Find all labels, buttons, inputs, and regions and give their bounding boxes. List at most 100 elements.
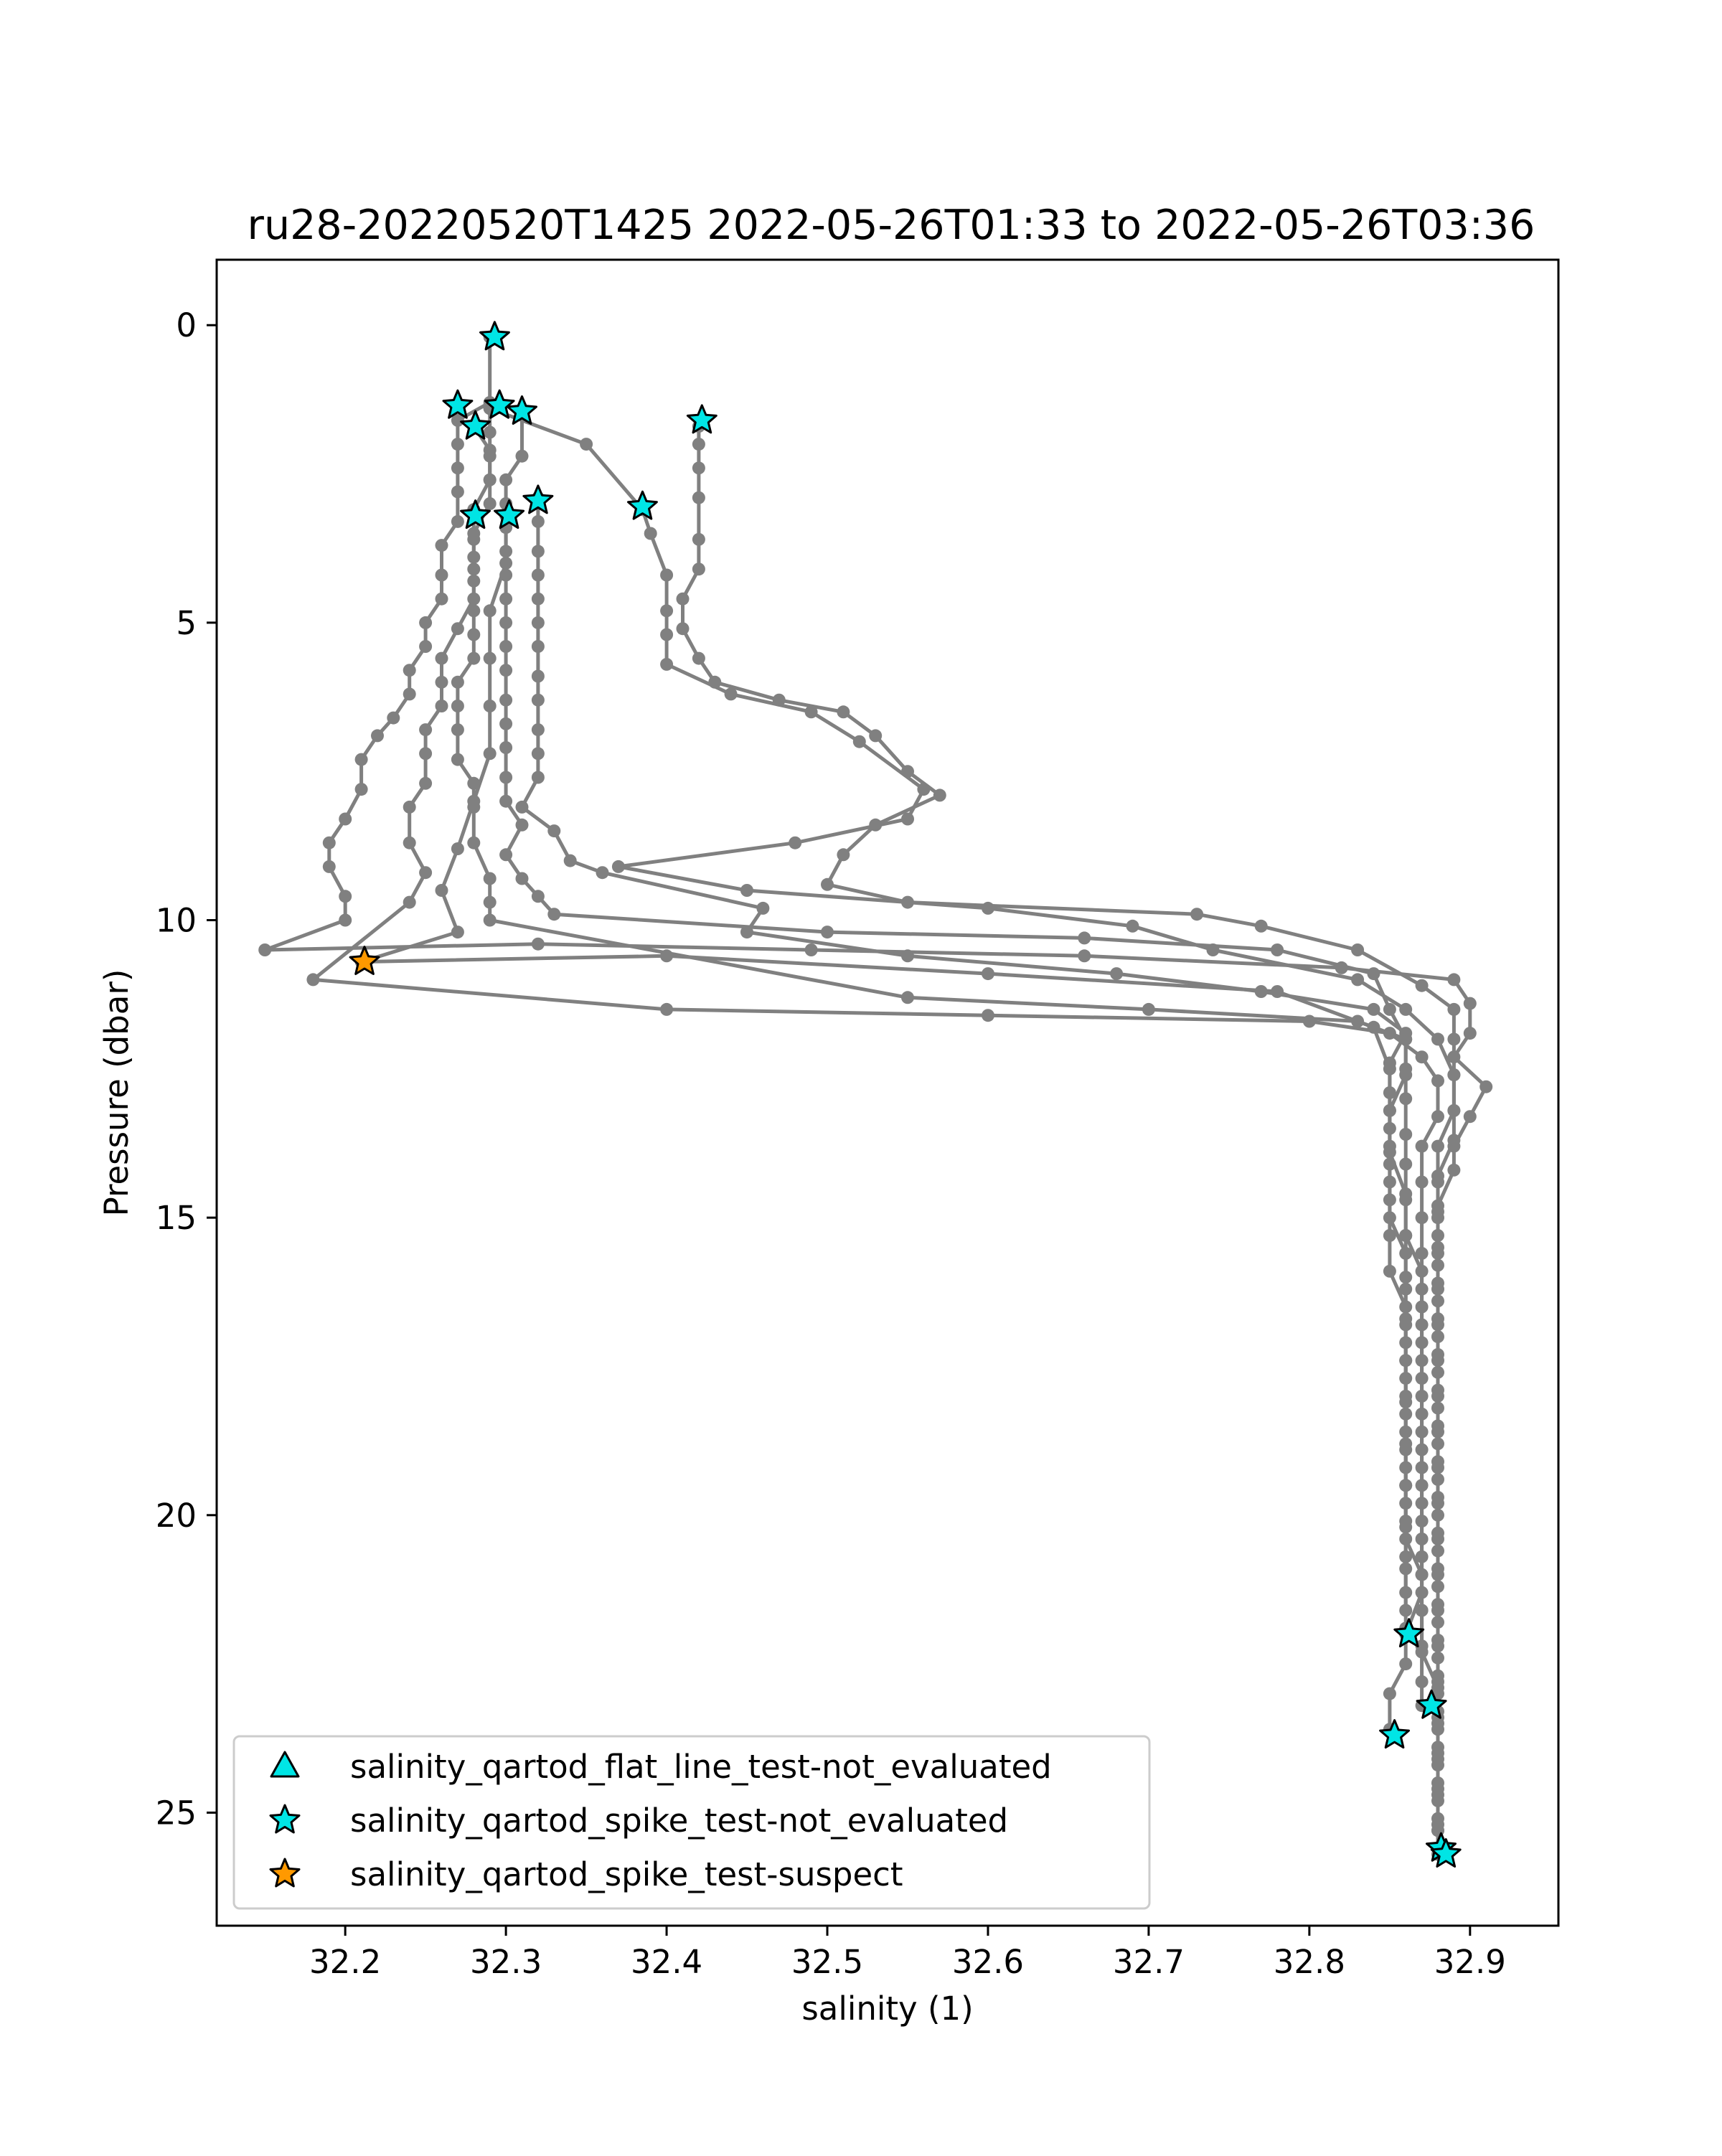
data-point <box>258 943 272 956</box>
data-point <box>1399 1604 1413 1617</box>
data-point <box>435 675 448 689</box>
data-point <box>483 473 497 486</box>
data-point <box>435 568 448 582</box>
data-point <box>1399 1312 1413 1326</box>
flag-star-marker <box>522 484 554 514</box>
data-point <box>451 723 464 737</box>
data-point <box>531 616 545 629</box>
x-tick-label: 32.6 <box>952 1943 1024 1981</box>
data-point <box>531 771 545 784</box>
legend-star-icon <box>269 1858 301 1888</box>
data-point <box>1399 1229 1413 1242</box>
flag-markers-spike-suspect <box>349 946 380 975</box>
data-point <box>1383 1229 1396 1242</box>
data-point <box>403 664 416 677</box>
data-point <box>499 848 513 862</box>
data-point <box>611 860 625 873</box>
data-point <box>483 425 497 439</box>
data-point <box>1415 1568 1429 1581</box>
data-point <box>1447 1032 1461 1046</box>
data-point <box>531 693 545 707</box>
data-point <box>821 926 834 939</box>
data-point <box>531 640 545 653</box>
data-point <box>1431 1425 1444 1439</box>
data-point <box>1431 1211 1444 1225</box>
data-point <box>1415 1639 1429 1653</box>
data-point <box>451 461 464 475</box>
y-tick-label: 15 <box>156 1199 197 1237</box>
data-point <box>660 604 674 618</box>
data-point <box>1383 1103 1396 1117</box>
data-point <box>499 556 513 570</box>
data-point <box>789 836 802 849</box>
data-point <box>982 967 994 981</box>
data-point <box>740 926 753 939</box>
data-point <box>1463 997 1477 1010</box>
data-point <box>1415 1372 1429 1385</box>
data-point <box>403 800 416 814</box>
data-point <box>676 592 690 606</box>
data-point <box>660 628 674 641</box>
x-tick-label: 32.7 <box>1113 1943 1185 1981</box>
data-point <box>451 926 464 939</box>
data-point <box>419 747 433 761</box>
data-point <box>1431 1461 1444 1474</box>
data-point <box>531 723 545 737</box>
data-point <box>804 943 818 956</box>
data-point <box>467 574 481 588</box>
data-point <box>419 616 433 629</box>
data-point <box>1431 1782 1444 1796</box>
data-point <box>692 651 705 665</box>
data-point <box>515 800 529 814</box>
data-point <box>1399 1562 1413 1576</box>
data-point <box>692 491 705 504</box>
data-point <box>1431 1818 1444 1831</box>
data-point <box>1463 1027 1477 1040</box>
flag-star-marker <box>1379 1719 1410 1749</box>
data-point <box>435 884 448 897</box>
data-point <box>692 438 705 451</box>
data-point <box>435 592 448 606</box>
data-point <box>467 836 481 849</box>
data-point <box>933 789 946 802</box>
flag-star-marker <box>507 395 537 425</box>
data-point <box>724 687 738 701</box>
flag-star-marker <box>1393 1618 1425 1648</box>
x-tick-label: 32.9 <box>1434 1943 1506 1981</box>
data-point <box>1190 908 1204 921</box>
legend-triangle-icon <box>270 1751 300 1778</box>
x-tick-label: 32.3 <box>470 1943 542 1981</box>
data-point <box>451 438 464 451</box>
data-point <box>451 842 464 855</box>
legend-label: salinity_qartod_spike_test-not_evaluated <box>350 1802 1008 1840</box>
data-point <box>451 675 464 689</box>
flag-star-marker <box>494 499 525 529</box>
legend-box <box>232 1735 1151 1910</box>
data-point <box>1351 973 1365 987</box>
data-point <box>531 890 545 903</box>
data-point <box>1415 1479 1429 1492</box>
legend-star-icon <box>269 1804 301 1834</box>
data-point <box>467 651 481 665</box>
data-point <box>371 729 384 743</box>
legend-label: salinity_qartod_flat_line_test-not_evalu… <box>350 1748 1052 1786</box>
data-point <box>451 700 464 712</box>
data-point <box>740 884 753 897</box>
flag-star-marker <box>1430 1838 1462 1868</box>
data-point <box>1399 1092 1413 1106</box>
data-point <box>1415 1550 1429 1563</box>
data-point <box>339 812 352 826</box>
data-point <box>354 783 368 796</box>
data-point <box>1431 1318 1444 1332</box>
data-point <box>1415 1175 1429 1189</box>
data-point <box>531 545 545 558</box>
data-point <box>563 854 577 867</box>
data-point <box>451 485 464 499</box>
data-point <box>1415 1443 1429 1456</box>
data-point <box>499 592 513 606</box>
data-point <box>322 836 336 849</box>
data-point <box>1415 979 1429 992</box>
plot-frame <box>215 258 1560 1927</box>
data-point <box>1431 1282 1444 1296</box>
